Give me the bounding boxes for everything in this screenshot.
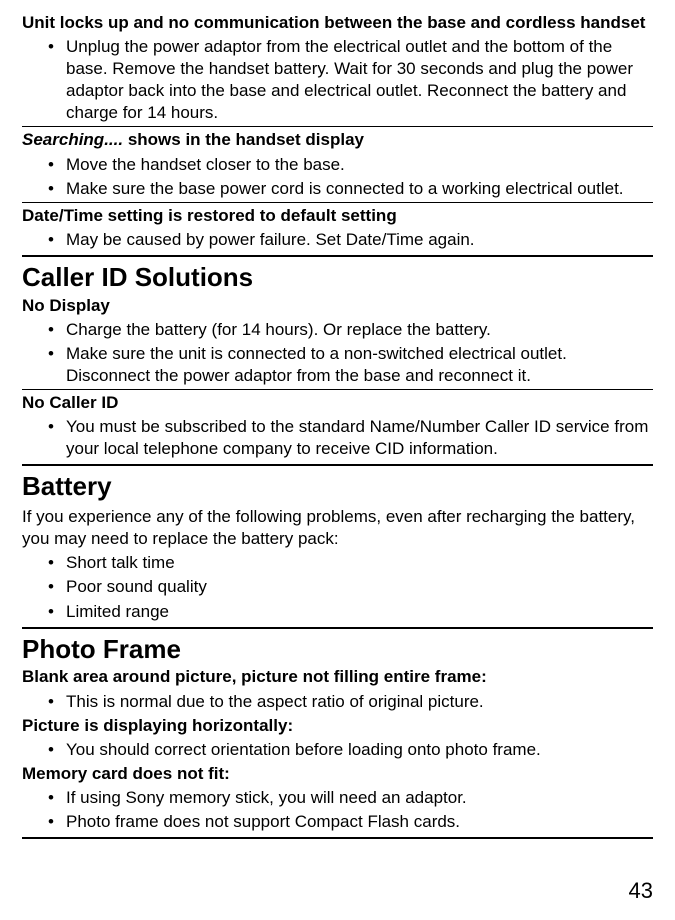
sub-heading-no-display: No Display — [22, 295, 653, 317]
list-item: Limited range — [48, 601, 653, 623]
section-heading-caller-id: Caller ID Solutions — [22, 261, 653, 295]
section-heading-photo-frame: Photo Frame — [22, 633, 653, 667]
sub-heading-horizontal: Picture is displaying horizontally: — [22, 715, 653, 737]
list-item: You should correct orientation before lo… — [48, 739, 653, 761]
searching-rest: shows in the handset display — [123, 130, 364, 149]
list-item: Charge the battery (for 14 hours). Or re… — [48, 319, 653, 341]
battery-intro: If you experience any of the following p… — [22, 506, 653, 550]
list-item: Poor sound quality — [48, 576, 653, 598]
searching-prefix: Searching.... — [22, 130, 123, 149]
list-item: Make sure the base power cord is connect… — [48, 178, 653, 200]
divider — [22, 126, 653, 127]
problem-heading-unit-locks: Unit locks up and no communication betwe… — [22, 12, 653, 34]
divider — [22, 389, 653, 390]
list-item: May be caused by power failure. Set Date… — [48, 229, 653, 251]
bullet-list: This is normal due to the aspect ratio o… — [22, 691, 653, 713]
bullet-list: Unplug the power adaptor from the electr… — [22, 36, 653, 124]
problem-heading-datetime: Date/Time setting is restored to default… — [22, 205, 653, 227]
divider-thick — [22, 837, 653, 839]
list-item: Photo frame does not support Compact Fla… — [48, 811, 653, 833]
bullet-list: You must be subscribed to the standard N… — [22, 416, 653, 460]
list-item: Unplug the power adaptor from the electr… — [48, 36, 653, 124]
sub-heading-no-caller-id: No Caller ID — [22, 392, 653, 414]
divider-thick — [22, 464, 653, 466]
page-number: 43 — [629, 877, 653, 906]
list-item: You must be subscribed to the standard N… — [48, 416, 653, 460]
bullet-list: If using Sony memory stick, you will nee… — [22, 787, 653, 833]
bullet-list: Charge the battery (for 14 hours). Or re… — [22, 319, 653, 387]
problem-heading-searching: Searching.... shows in the handset displ… — [22, 129, 653, 151]
section-heading-battery: Battery — [22, 470, 653, 504]
divider-thick — [22, 255, 653, 257]
sub-heading-blank-area: Blank area around picture, picture not f… — [22, 666, 653, 688]
list-item: Move the handset closer to the base. — [48, 154, 653, 176]
list-item: Short talk time — [48, 552, 653, 574]
divider-thick — [22, 627, 653, 629]
bullet-list: Move the handset closer to the base. Mak… — [22, 154, 653, 200]
divider — [22, 202, 653, 203]
bullet-list: You should correct orientation before lo… — [22, 739, 653, 761]
list-item: Make sure the unit is connected to a non… — [48, 343, 653, 387]
bullet-list: Short talk time Poor sound quality Limit… — [22, 552, 653, 622]
list-item: If using Sony memory stick, you will nee… — [48, 787, 653, 809]
sub-heading-memory-card: Memory card does not fit: — [22, 763, 653, 785]
bullet-list: May be caused by power failure. Set Date… — [22, 229, 653, 251]
list-item: This is normal due to the aspect ratio o… — [48, 691, 653, 713]
